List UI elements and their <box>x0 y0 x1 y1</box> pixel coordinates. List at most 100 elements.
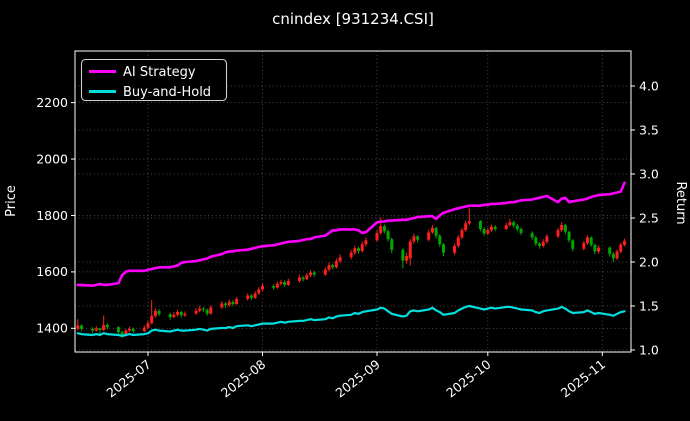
ai-strategy-line <box>76 181 626 287</box>
candle <box>246 293 250 301</box>
candle <box>512 220 516 228</box>
candle <box>179 310 183 318</box>
candle <box>172 311 176 319</box>
candle <box>460 227 464 240</box>
gridlines <box>75 51 631 352</box>
candle <box>545 234 549 244</box>
left-axis-label: Price <box>4 185 19 217</box>
return-tick-label: 2.0 <box>639 254 659 269</box>
return-tick-label: 1.0 <box>639 342 659 357</box>
candle <box>519 227 523 236</box>
candle <box>493 225 497 232</box>
candle <box>227 299 231 307</box>
price-tick-label: 1400 <box>36 321 68 336</box>
candle <box>597 245 601 254</box>
x-tick-label: 2025-10 <box>443 357 493 401</box>
x-tick-label: 2025-07 <box>103 357 153 401</box>
candle <box>441 243 445 257</box>
candle <box>286 278 290 286</box>
candle <box>183 311 187 318</box>
candle <box>427 229 431 242</box>
candle <box>489 224 493 232</box>
candle <box>438 234 442 248</box>
candle <box>405 252 409 264</box>
price-tick-label: 2200 <box>36 95 68 110</box>
candle <box>382 224 386 234</box>
candle <box>323 267 327 276</box>
candle <box>541 239 545 248</box>
plot-border <box>74 50 632 353</box>
return-tick-label: 2.5 <box>639 210 659 225</box>
legend-label-ai-strategy: AI Strategy <box>123 65 196 80</box>
candle <box>349 249 353 260</box>
candle <box>305 273 309 281</box>
price-tick-label: 1600 <box>36 264 68 279</box>
candle <box>589 236 593 248</box>
candle <box>142 325 146 333</box>
candle <box>105 323 109 330</box>
candle <box>482 227 486 236</box>
candle <box>412 233 416 244</box>
candle <box>467 208 471 226</box>
candle <box>272 284 276 290</box>
candle <box>131 327 135 334</box>
candle <box>504 222 508 231</box>
candle <box>560 222 564 232</box>
candle <box>357 246 361 254</box>
candle <box>608 246 612 257</box>
candle <box>434 226 438 239</box>
candle <box>364 237 368 247</box>
candle <box>331 263 335 270</box>
candle <box>375 230 379 242</box>
candle <box>464 220 468 232</box>
candle <box>253 291 257 299</box>
candle <box>534 235 538 246</box>
candle <box>611 252 615 262</box>
candle <box>453 243 457 255</box>
right-axis-label: Return <box>673 181 688 224</box>
candle <box>279 279 283 286</box>
candle <box>486 227 490 236</box>
price-tick-label: 1800 <box>36 208 68 223</box>
legend-frame <box>80 58 228 102</box>
candle <box>157 309 161 316</box>
candle <box>408 239 412 266</box>
candlestick-series <box>76 208 626 338</box>
legend-label-buy-and-hold: Buy-and-Hold <box>123 85 211 100</box>
candle <box>567 230 571 243</box>
candle <box>430 225 434 235</box>
candle <box>220 301 224 310</box>
candle <box>390 237 394 254</box>
candle <box>150 300 154 325</box>
candle <box>168 312 172 320</box>
candle <box>275 281 279 289</box>
candle <box>235 296 239 306</box>
candle <box>416 235 420 243</box>
axis-ticks <box>71 85 635 356</box>
candle <box>102 315 106 332</box>
candle <box>582 240 586 251</box>
x-tick-label: 2025-11 <box>558 357 608 401</box>
candle <box>198 305 202 313</box>
candle <box>312 270 316 277</box>
candle <box>360 241 364 253</box>
return-tick-label: 4.0 <box>639 78 659 93</box>
candle <box>153 308 157 318</box>
candle <box>80 324 84 332</box>
candle <box>615 249 619 261</box>
candle <box>571 239 575 252</box>
candle <box>76 319 80 331</box>
candle <box>98 327 102 334</box>
candle <box>297 274 301 283</box>
candle <box>309 270 313 277</box>
candle <box>478 219 482 232</box>
candle <box>209 305 213 315</box>
candle <box>530 231 534 240</box>
candle <box>556 227 560 239</box>
candle <box>338 254 342 264</box>
x-tick-label: 2025-08 <box>218 357 268 401</box>
legend: AI Strategy Buy-and-Hold <box>80 58 228 102</box>
candle <box>94 326 98 332</box>
